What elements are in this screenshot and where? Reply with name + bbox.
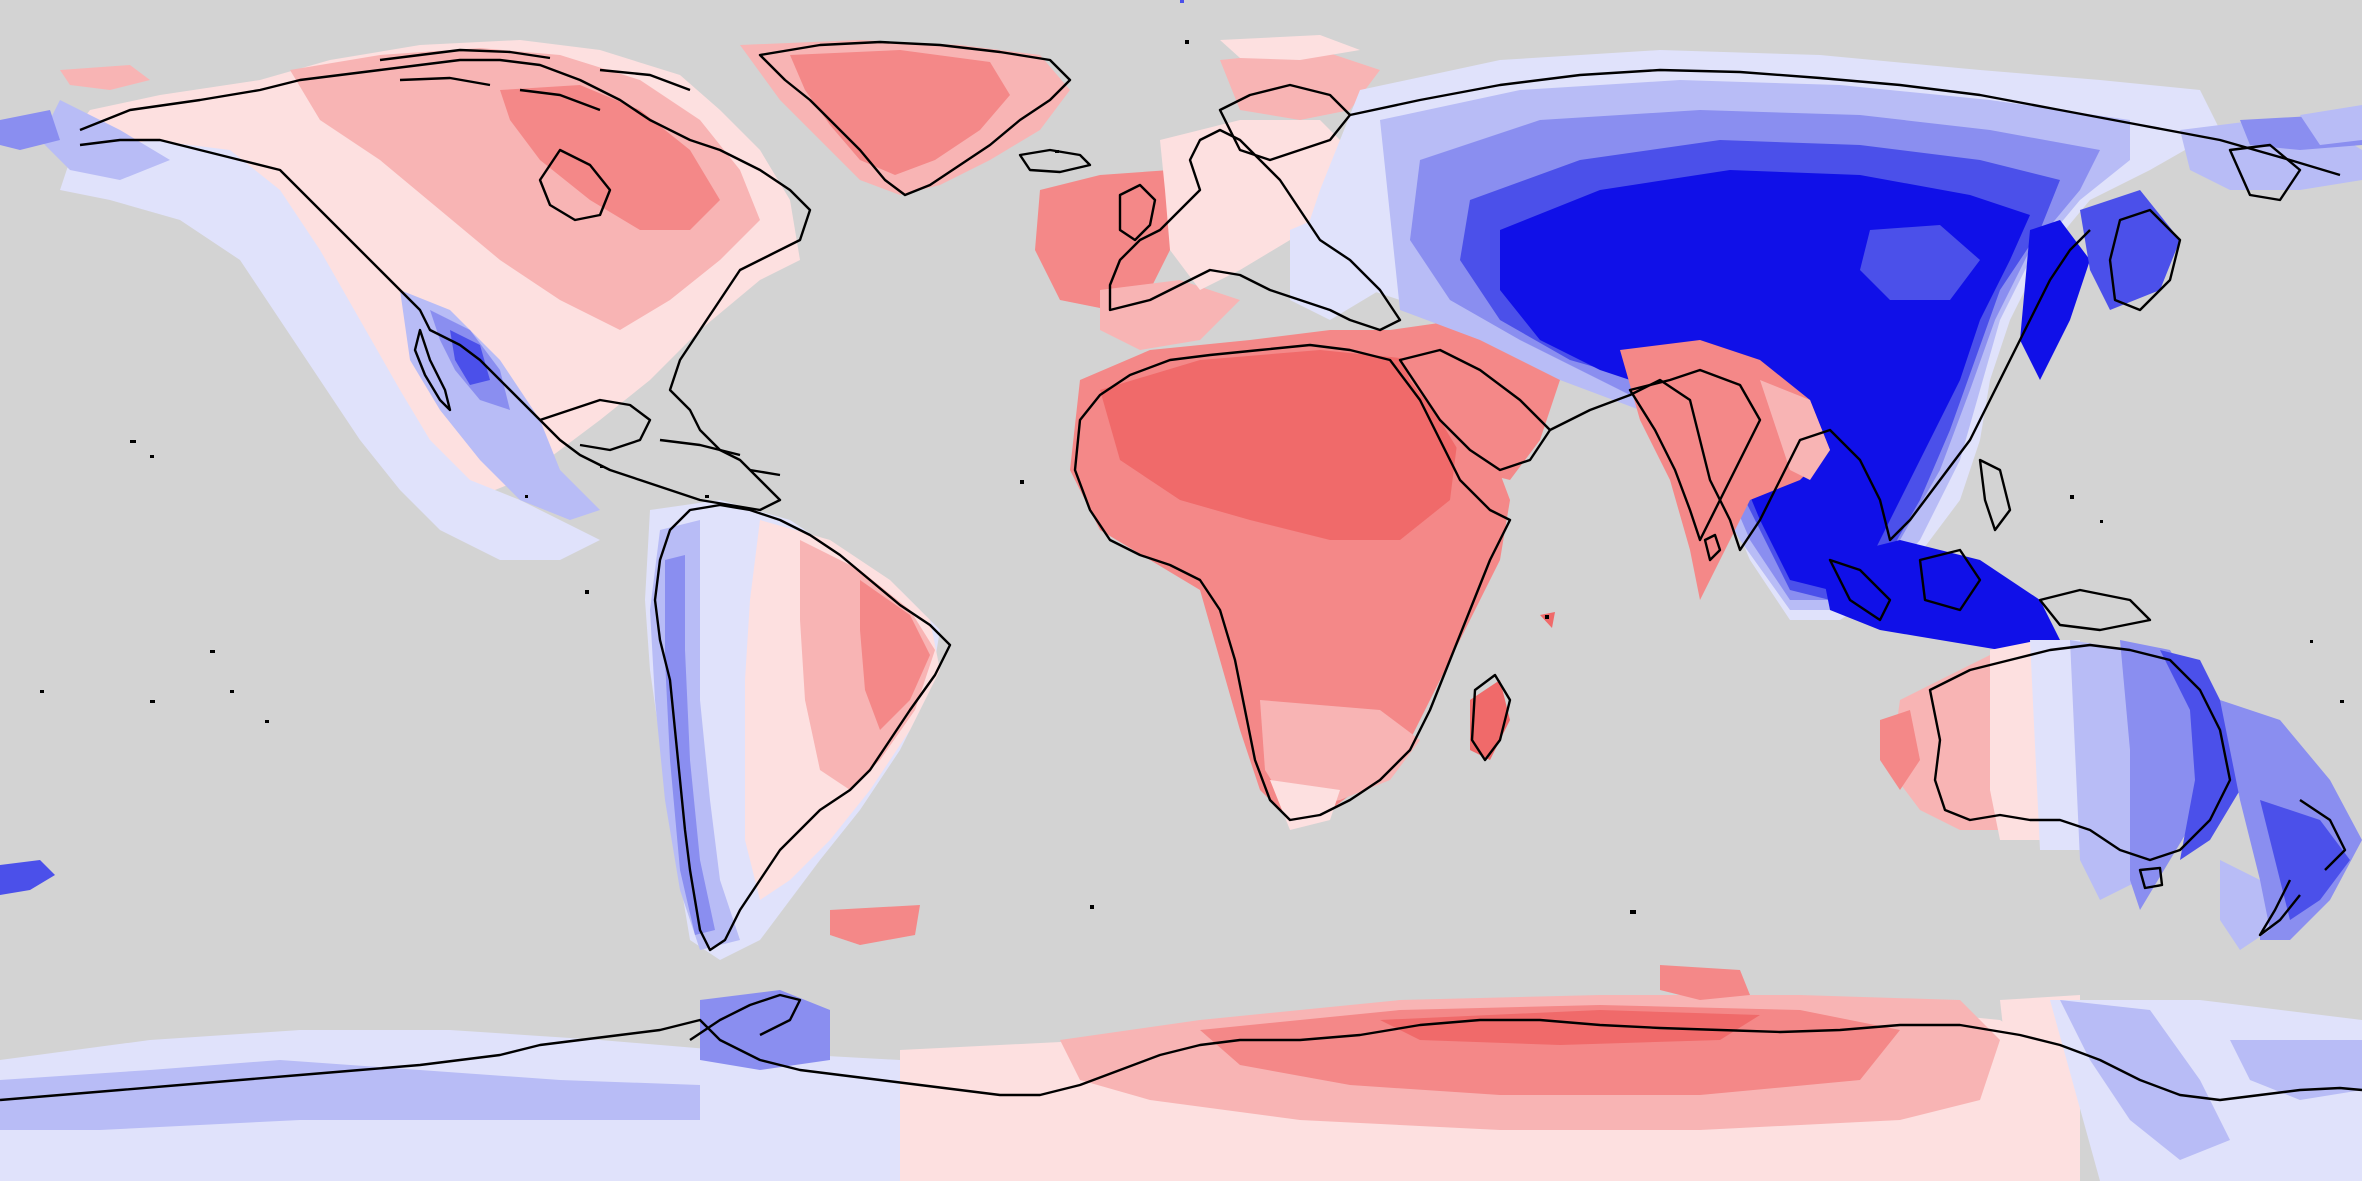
coastline-india	[1628, 368, 1762, 542]
coastline-asia-south	[1549, 229, 2091, 552]
coastline-europe	[1108, 128, 1402, 332]
coastline-kamchatka	[2228, 143, 2302, 202]
coastline-sri-lanka	[1703, 533, 1722, 562]
coastline-tasmania	[2138, 866, 2164, 890]
region-greenland	[740, 40, 1070, 195]
coastlines	[0, 40, 2362, 1102]
coastline-new-guinea	[2038, 588, 2152, 632]
coastline-borneo	[1918, 548, 1982, 612]
region-africa	[1070, 320, 1560, 830]
coastline-asia-north	[1349, 68, 2341, 177]
coastline-south-america	[653, 503, 952, 952]
coastline-gulf	[539, 398, 652, 452]
coastline-australia	[1928, 643, 2232, 862]
region-antarctica	[0, 965, 2362, 1181]
coastline-caribbean	[659, 438, 781, 477]
coastline-sumatra	[1828, 558, 1892, 622]
coastline-philippines	[1978, 458, 2012, 532]
region-south-america	[645, 500, 940, 960]
coastline-madagascar	[1470, 673, 1512, 762]
coastline-arabia	[1398, 348, 1552, 472]
coastline-hudson-bay	[538, 148, 612, 222]
coastline-scandinavia	[1218, 83, 1352, 162]
coastline-iceland	[1018, 148, 1092, 174]
island-speckles	[40, 40, 2344, 914]
coastline-japan	[2108, 208, 2182, 312]
region-north-america	[40, 40, 800, 560]
region-arctic	[0, 35, 2362, 895]
coastline-north-america	[79, 58, 812, 512]
coastline-arctic-islands	[379, 48, 691, 112]
region-asia	[1300, 50, 2362, 650]
coastline-antarctica	[0, 1018, 2362, 1102]
coastline-baja	[413, 328, 452, 412]
coastline-africa	[1073, 343, 1512, 822]
coastline-antarctic-peninsula	[689, 993, 802, 1041]
coastline-britain	[1118, 183, 1157, 242]
coastline-greenland	[758, 40, 1072, 197]
coastline-new-zealand	[2258, 799, 2347, 937]
top-marker	[1180, 0, 1184, 3]
anomaly-field	[0, 35, 2362, 1181]
region-australia	[1880, 640, 2362, 950]
